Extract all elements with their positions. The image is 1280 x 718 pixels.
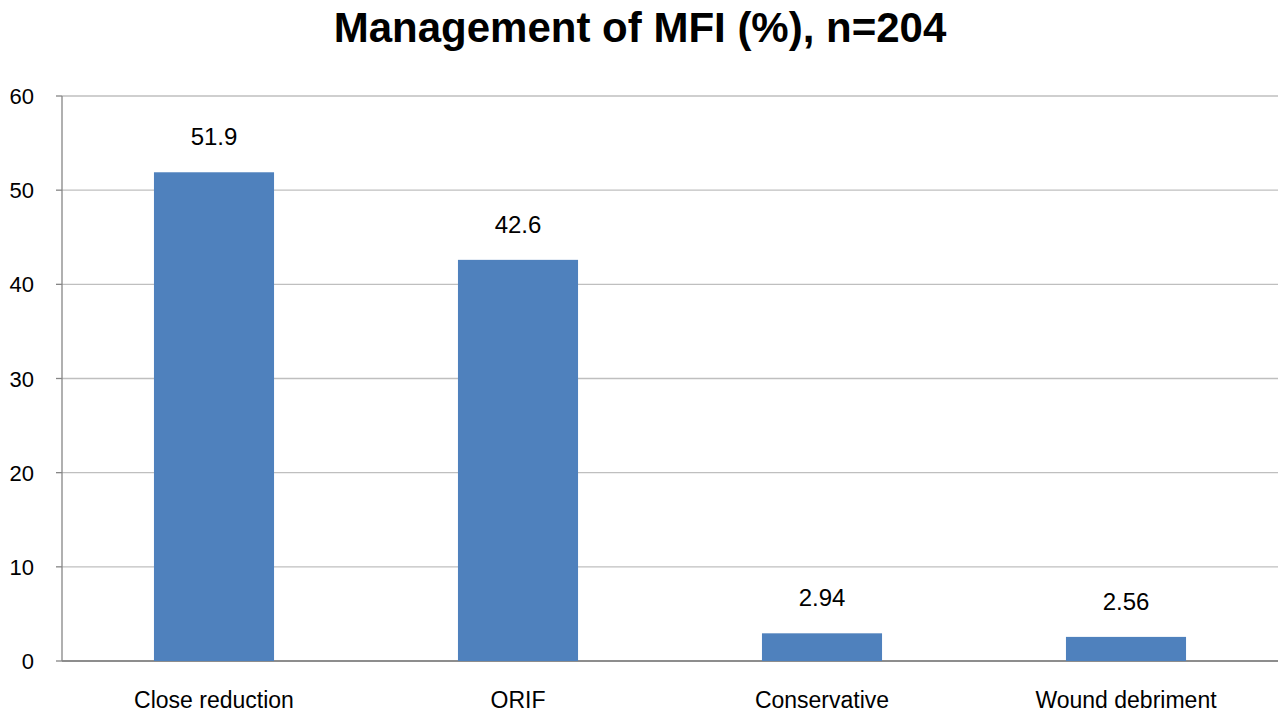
y-tick-label: 40 [10, 272, 34, 297]
data-label: 2.94 [799, 584, 846, 611]
x-tick-label: Wound debriment [1035, 687, 1217, 713]
tick-mark [56, 284, 62, 285]
x-tick-label: Close reduction [134, 687, 294, 713]
data-label: 2.56 [1103, 588, 1150, 615]
bar [154, 172, 274, 661]
bar [762, 633, 882, 661]
chart-title: Management of MFI (%), n=204 [334, 4, 947, 51]
tick-mark [56, 378, 62, 379]
x-tick-label: Conservative [755, 687, 889, 713]
tick-mark [56, 95, 62, 96]
y-tick-label: 60 [10, 84, 34, 109]
x-tick-label: ORIF [491, 687, 546, 713]
y-tick-label: 30 [10, 367, 34, 392]
y-tick-label: 10 [10, 555, 34, 580]
grid-line [62, 95, 1278, 96]
y-tick-label: 20 [10, 461, 34, 486]
chart-svg: Management of MFI (%), n=204 0 10 20 30 40 50 6… [0, 0, 1280, 718]
bar [1066, 637, 1186, 661]
bar [458, 260, 578, 661]
bars [154, 172, 1186, 661]
y-axis-line [61, 96, 62, 661]
grid [56, 96, 1278, 661]
chart-container: Management of MFI (%), n=204 0 10 20 30 40 50 6… [0, 0, 1280, 718]
tick-mark [56, 190, 62, 191]
data-label: 51.9 [191, 123, 238, 150]
tick-mark [56, 660, 62, 661]
y-tick-label: 50 [10, 178, 34, 203]
data-label: 42.6 [495, 211, 542, 238]
tick-mark [56, 472, 62, 473]
y-tick-label: 0 [22, 649, 34, 674]
tick-mark [56, 566, 62, 567]
